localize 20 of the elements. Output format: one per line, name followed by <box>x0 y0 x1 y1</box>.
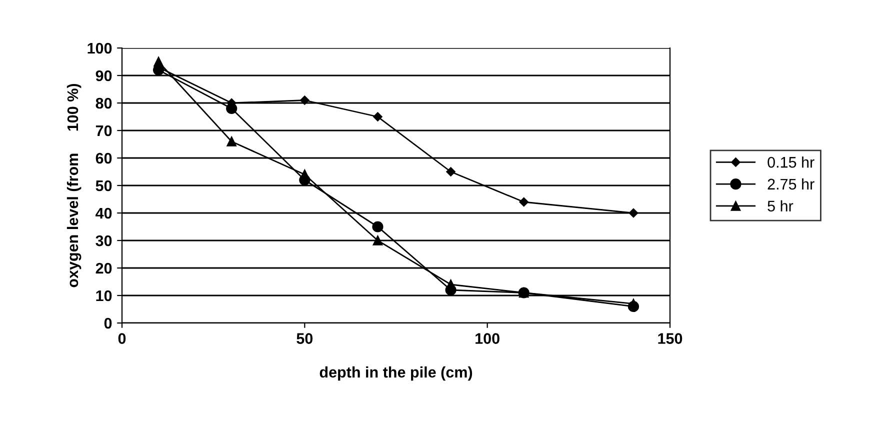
y-tick-label: 80 <box>96 98 112 109</box>
y-tick-label: 60 <box>96 152 112 164</box>
y-tick-label: 10 <box>96 290 112 302</box>
x-tick-label: 0 <box>118 333 126 344</box>
legend-label: 0.15 hr <box>768 156 814 168</box>
y-tick-label: 20 <box>96 262 112 274</box>
legend-label: 2.75 hr <box>768 178 814 190</box>
y-tick-label: 90 <box>96 70 112 82</box>
x-axis-title: depth in the pile (cm) <box>320 366 472 381</box>
y-tick-label: 0 <box>104 318 112 329</box>
y-tick-label: 70 <box>96 125 112 136</box>
y-tick-label: 30 <box>96 235 112 246</box>
x-tick-label: 150 <box>658 333 682 344</box>
y-tick-label: 40 <box>96 208 112 219</box>
legend-label: 5 hr <box>768 200 794 212</box>
y-tick-label: 100 <box>88 42 112 54</box>
x-tick-label: 50 <box>296 333 313 344</box>
y-tick-label: 50 <box>96 180 112 192</box>
y-axis-title: oxygen level (from 100 %) <box>66 84 82 288</box>
x-tick-label: 100 <box>476 333 500 344</box>
